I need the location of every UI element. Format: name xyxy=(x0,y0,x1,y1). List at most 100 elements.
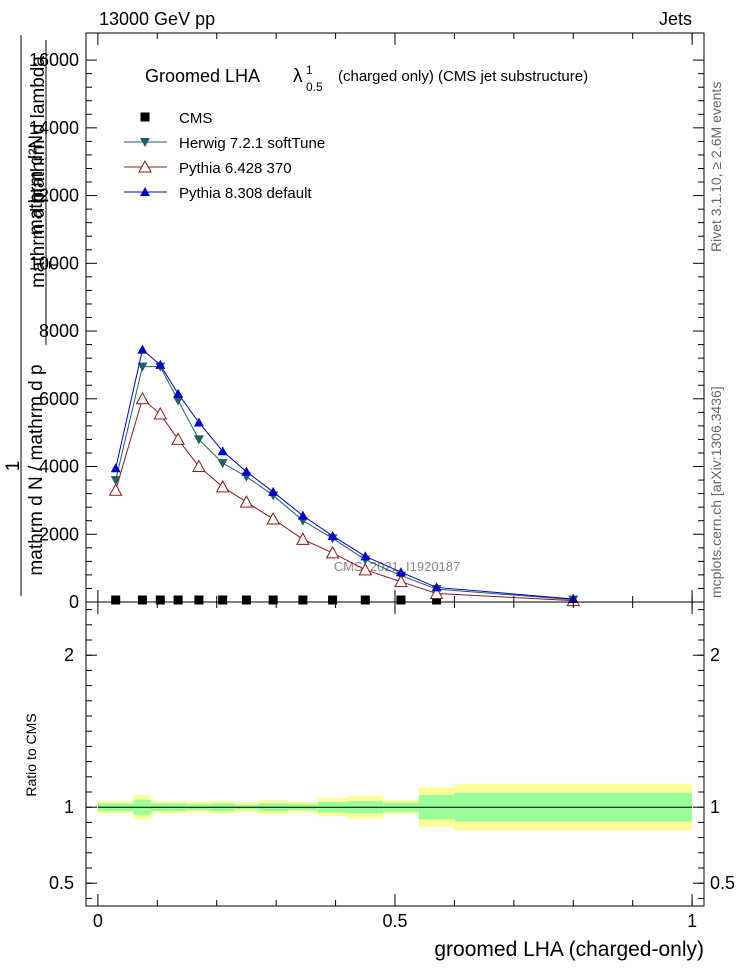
x-axis-label: groomed LHA (charged-only) xyxy=(434,938,704,961)
data-point xyxy=(215,479,230,493)
legend: CMS Herwig 7.2.1 softTune Pythia 6.428 370… xyxy=(124,110,325,202)
ylabel-dpt: mathrm d p xyxy=(28,192,49,288)
legend-marker xyxy=(138,159,152,173)
main-ytick-label: 2000 xyxy=(39,524,79,544)
ylabel-numerator: mathrm d²N xyxy=(26,135,47,235)
x-tick-label: 0 xyxy=(93,911,103,931)
data-point xyxy=(266,511,281,525)
data-point xyxy=(193,435,204,445)
main-y-ticks: 0 2000 4000 6000 8000 10000 12000 14000 16000 xyxy=(29,50,704,612)
ratio-ytick-label: 0.5 xyxy=(49,873,74,893)
data-point xyxy=(171,432,185,445)
data-point xyxy=(193,417,204,427)
data-point xyxy=(298,595,308,605)
x-ticks: 0 0.5 1 xyxy=(93,33,697,931)
ylabel-dlambda: mathrm d lambda xyxy=(28,56,49,204)
legend-entry-0: CMS xyxy=(140,110,212,127)
ratio-ytick-label-right: 1 xyxy=(710,797,720,817)
data-point xyxy=(268,595,278,605)
main-ytick-label: 14000 xyxy=(29,118,79,138)
title-symbol: λ xyxy=(293,66,303,87)
data-point xyxy=(110,463,121,473)
x-tick-label: 0.5 xyxy=(382,911,407,931)
data-point xyxy=(396,595,406,605)
title-subscript: 0.5 xyxy=(306,80,323,94)
main-ytick-label: 16000 xyxy=(29,50,79,70)
data-point xyxy=(327,530,338,540)
ratio-ytick-label-right: 0.5 xyxy=(710,873,735,893)
legend-marker xyxy=(140,187,150,196)
data-point xyxy=(153,406,168,420)
data-point xyxy=(155,359,166,369)
data-point xyxy=(173,388,184,398)
legend-label: Pythia 8.308 default xyxy=(179,185,312,202)
data-point xyxy=(241,595,251,605)
title-superscript: 1 xyxy=(306,63,313,77)
data-point xyxy=(137,362,148,372)
data-point xyxy=(394,574,408,588)
data-point xyxy=(239,495,254,508)
legend-entry-2: Pythia 6.428 370 xyxy=(124,159,292,177)
data-point xyxy=(135,391,150,405)
data-point xyxy=(192,459,206,473)
legend-marker xyxy=(140,112,150,122)
data-point xyxy=(173,595,183,605)
header-energy-label: 13000 GeV pp xyxy=(99,9,216,29)
data-point xyxy=(241,466,252,476)
main-ytick-label: 10000 xyxy=(29,253,79,273)
data-point xyxy=(431,582,442,592)
ratio-frame xyxy=(85,601,705,907)
main-y-axis-label: 1 mathrm d N / mathrm d p mathrm d²Nmathrm… xyxy=(3,35,61,596)
data-point xyxy=(358,562,373,576)
legend-label: Herwig 7.2.1 softTune xyxy=(179,135,325,152)
series-line-1 xyxy=(115,366,574,601)
main-ytick-label: 8000 xyxy=(39,321,79,341)
legend-label: CMS xyxy=(179,110,212,127)
ratio-ytick-label: 1 xyxy=(64,797,74,817)
legend-entry-3: Pythia 8.308 default xyxy=(124,185,312,202)
data-point xyxy=(218,595,228,605)
data-point xyxy=(194,595,204,605)
data-point xyxy=(217,459,228,469)
title-suffix: (charged only) (CMS jet substructure) xyxy=(338,68,588,85)
main-ytick-label: 12000 xyxy=(29,186,79,206)
ratio-y-axis-label: Ratio to CMS xyxy=(23,713,39,796)
title-main: Groomed LHA xyxy=(145,66,260,86)
data-point xyxy=(360,595,370,605)
main-ytick-label: 0 xyxy=(69,592,79,612)
data-point xyxy=(155,595,165,605)
ylabel-denominator: mathrm d N / mathrm d p xyxy=(26,364,47,575)
legend-label: Pythia 6.428 370 xyxy=(179,160,292,177)
series-line-3 xyxy=(115,348,574,600)
data-point xyxy=(111,595,121,605)
ratio-ytick-label: 2 xyxy=(64,645,74,665)
x-tick-label: 1 xyxy=(687,911,697,931)
data-point xyxy=(268,486,279,496)
ratio-ytick-label-right: 2 xyxy=(710,645,720,665)
data-point xyxy=(297,510,308,520)
series-2 xyxy=(108,391,581,607)
data-point xyxy=(328,595,338,605)
header-category-label: Jets xyxy=(658,9,692,29)
data-point xyxy=(110,476,121,486)
data-point xyxy=(137,344,148,354)
data-point xyxy=(173,396,184,406)
data-point xyxy=(325,545,340,559)
chart-title: Groomed LHA λ 1 0.5 (charged only) (CMS jet … xyxy=(145,63,588,94)
series-0 xyxy=(111,595,442,605)
ylabel-factor: 1 xyxy=(3,461,24,472)
data-point xyxy=(217,446,228,456)
data-point xyxy=(395,567,406,577)
data-point xyxy=(108,483,123,496)
ylabel-subscript: T xyxy=(46,261,61,269)
data-point xyxy=(429,586,444,600)
ratio-y-ticks: 0.5 0.5 1 1 2 2 xyxy=(49,609,735,899)
series-3 xyxy=(110,344,579,603)
main-ytick-label: 4000 xyxy=(39,457,79,477)
main-ytick-label: 6000 xyxy=(39,389,79,409)
data-point xyxy=(296,532,310,545)
legend-entry-1: Herwig 7.2.1 softTune xyxy=(124,135,325,152)
